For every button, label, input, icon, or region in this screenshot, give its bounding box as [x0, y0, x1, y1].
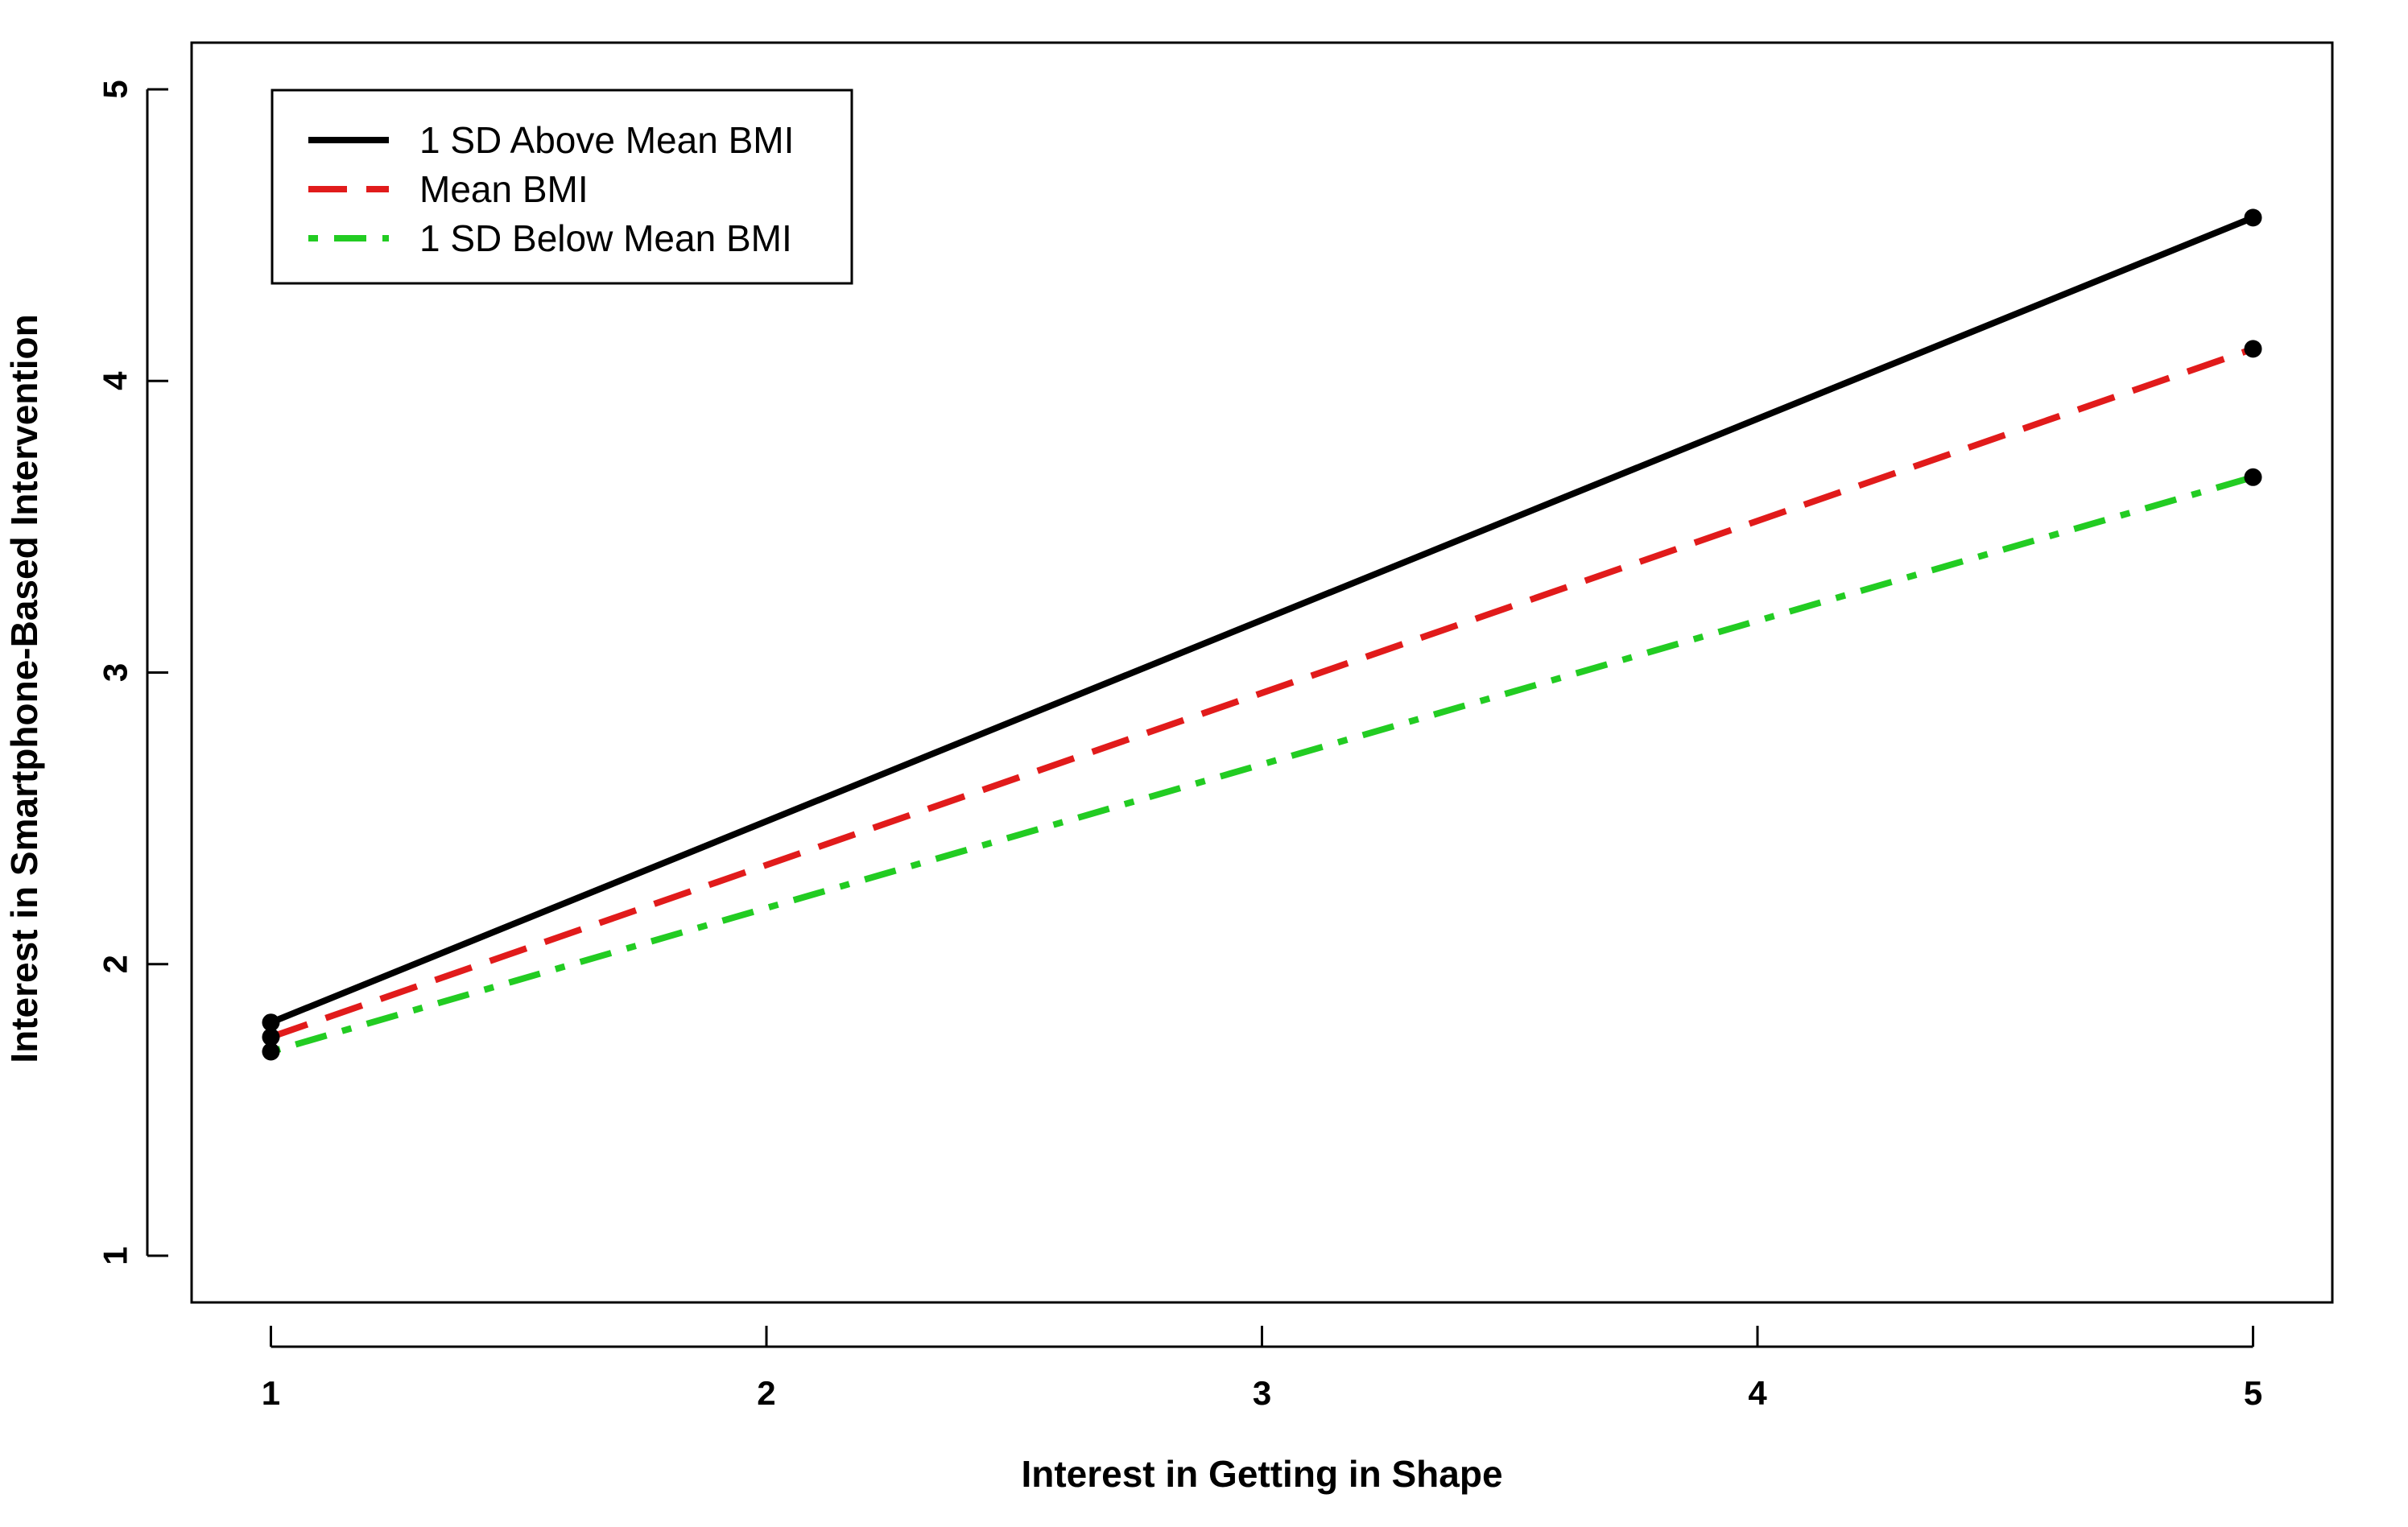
- y-tick-label: 1: [97, 1246, 134, 1265]
- x-axis-title: Interest in Getting in Shape: [1021, 1453, 1502, 1495]
- x-tick-label: 5: [2244, 1374, 2262, 1412]
- y-tick-label: 4: [97, 371, 134, 390]
- y-axis-title: Interest in Smartphone-Based Interventio…: [3, 314, 45, 1063]
- x-tick-label: 4: [1748, 1374, 1767, 1412]
- data-point: [262, 1013, 280, 1032]
- series-line: [269, 214, 2255, 1026]
- series-line: [270, 473, 2254, 1055]
- data-point: [2244, 340, 2262, 358]
- y-axis: 1 2 3 4 5: [97, 80, 168, 1265]
- legend-label: 1 SD Below Mean BMI: [419, 217, 792, 259]
- y-tick-label: 5: [97, 80, 134, 98]
- y-tick-label: 2: [97, 955, 134, 973]
- legend: 1 SD Above Mean BMI Mean BMI 1 SD Below Me…: [271, 89, 853, 285]
- series-layer: [262, 208, 2262, 1061]
- x-tick-label: 2: [757, 1374, 775, 1412]
- data-point: [262, 1028, 280, 1046]
- legend-label: Mean BMI: [419, 168, 589, 210]
- x-tick-label: 1: [262, 1374, 280, 1412]
- plot-area-border: [190, 41, 2334, 1304]
- data-point: [2244, 208, 2262, 227]
- data-point: [2244, 468, 2262, 486]
- x-tick-label: 3: [1253, 1374, 1271, 1412]
- legend-label: 1 SD Above Mean BMI: [419, 119, 794, 161]
- y-tick-label: 3: [97, 663, 134, 682]
- data-point: [262, 1042, 280, 1061]
- series-line: [270, 345, 2254, 1041]
- x-axis: 1 2 3 4 5: [262, 1326, 2262, 1412]
